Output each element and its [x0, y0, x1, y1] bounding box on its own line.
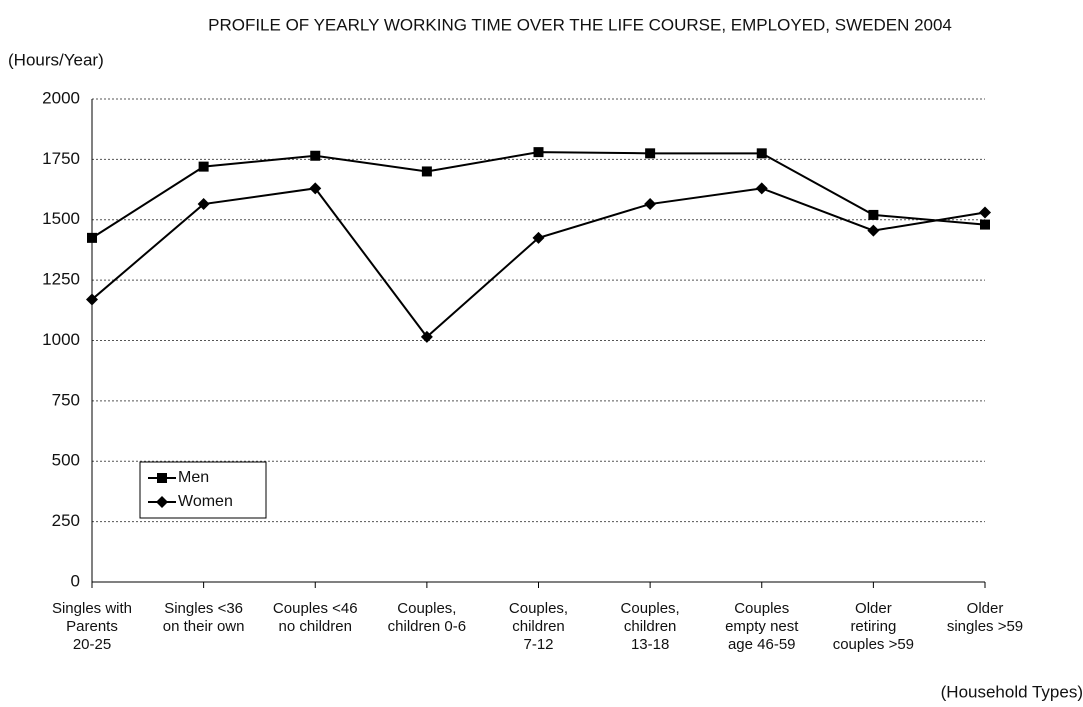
- legend-marker: [156, 496, 168, 508]
- legend-label: Women: [178, 493, 233, 510]
- y-tick-label: 500: [52, 451, 80, 470]
- x-tick-label: Couples, children 0-6: [387, 600, 467, 635]
- data-point: [87, 232, 97, 243]
- x-tick-label: Singles <36 on their own: [162, 600, 245, 635]
- data-point: [197, 198, 210, 211]
- data-point: [532, 231, 545, 244]
- y-tick-label: 1750: [42, 149, 80, 168]
- data-point: [421, 166, 432, 177]
- y-tick-label: 2000: [42, 88, 80, 107]
- x-tick-label: Older singles >59: [946, 600, 1024, 635]
- data-point: [533, 147, 544, 158]
- data-point: [979, 206, 991, 219]
- y-axis-label: (Hours/Year): [8, 50, 104, 69]
- series-line: [91, 151, 986, 239]
- data-point: [645, 148, 656, 159]
- legend-label: Men: [178, 469, 209, 486]
- x-tick-label: Older retiring couples >59: [832, 600, 915, 653]
- data-point: [756, 148, 767, 159]
- x-tick-label: Couples, children 13-18: [620, 600, 680, 653]
- data-point: [198, 161, 209, 172]
- y-tick-label: 1000: [42, 330, 80, 349]
- data-point: [644, 198, 657, 211]
- data-point: [420, 330, 433, 343]
- y-tick-label: 750: [52, 390, 80, 409]
- data-point: [755, 182, 768, 195]
- x-tick-label: Singles with Parents 20-25: [51, 600, 133, 653]
- y-tick-label: 0: [71, 571, 80, 590]
- legend-box: [139, 461, 267, 519]
- y-tick-label: 1500: [42, 209, 80, 228]
- y-tick-label: 1250: [42, 270, 80, 289]
- x-tick-label: Couples empty nest age 46-59: [725, 600, 799, 653]
- data-point: [867, 224, 880, 237]
- series-line: [91, 187, 986, 339]
- data-point: [980, 219, 990, 230]
- chart-title: PROFILE OF YEARLY WORKING TIME OVER THE …: [208, 15, 952, 34]
- data-point: [310, 150, 321, 161]
- legend-marker: [157, 473, 167, 483]
- data-point: [309, 182, 322, 195]
- data-point: [868, 209, 879, 220]
- x-axis-label: (Household Types): [941, 682, 1083, 701]
- x-tick-label: Couples <46 no children: [272, 600, 358, 635]
- y-tick-label: 250: [52, 511, 80, 530]
- data-point: [86, 293, 98, 306]
- x-tick-label: Couples, children 7-12: [508, 600, 569, 653]
